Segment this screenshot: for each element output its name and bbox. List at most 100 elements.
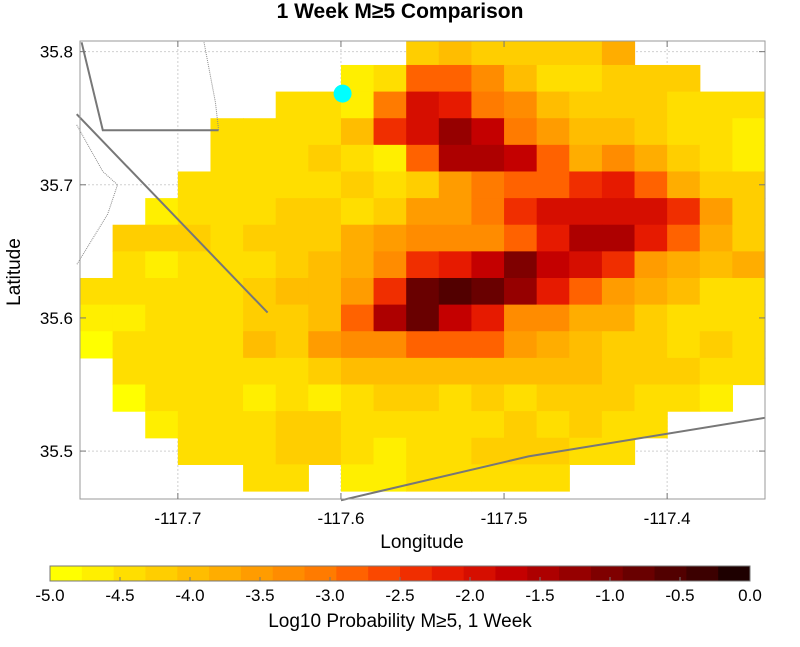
heatmap-cell — [177, 411, 212, 439]
heatmap-cell — [732, 198, 766, 226]
heatmap-cell — [80, 277, 114, 306]
heatmap-cell — [275, 91, 309, 119]
colorbar-tick-label: -4.0 — [175, 586, 204, 605]
heatmap-cell — [569, 171, 603, 199]
heatmap-cell — [243, 198, 277, 226]
heatmap-cell — [243, 171, 277, 199]
heatmap-cell — [177, 437, 212, 465]
heatmap-cell — [569, 411, 603, 439]
heatmap-cell — [210, 144, 244, 173]
heatmap-cell — [504, 41, 538, 66]
heatmap-cell — [471, 384, 505, 412]
heatmap-cell — [569, 144, 603, 173]
heatmap-cell — [243, 224, 277, 252]
colorbar-tick-label: 0.0 — [738, 586, 762, 605]
heatmap-cell — [601, 251, 636, 279]
heatmap-cell — [569, 41, 603, 66]
heatmap-cell — [275, 144, 309, 173]
heatmap-cell — [373, 464, 407, 492]
y-tick-label: 35.7 — [40, 176, 73, 195]
heatmap-cell — [471, 198, 505, 226]
heatmap-cell — [438, 304, 473, 332]
x-axis-label: Longitude — [380, 532, 463, 553]
heatmap-cell — [438, 331, 473, 359]
x-tick-label: -117.5 — [481, 509, 528, 528]
heatmap-cell — [569, 437, 603, 465]
heatmap-cell — [340, 331, 375, 359]
heatmap-cell — [438, 251, 473, 279]
heatmap-cell — [536, 464, 570, 492]
heatmap-cell — [243, 357, 277, 386]
heatmap-cell — [471, 411, 505, 439]
colorbar-segment — [240, 566, 274, 581]
heatmap-cell — [340, 171, 375, 199]
heatmap-cell — [406, 384, 440, 412]
heatmap-cell — [406, 198, 440, 226]
heatmap-cell — [699, 304, 733, 332]
colorbar-segment — [81, 566, 115, 581]
heatmap-cell — [373, 304, 407, 332]
x-tick-label: -117.7 — [154, 509, 201, 528]
heatmap-cell — [732, 331, 766, 359]
heatmap-cell — [275, 277, 309, 306]
colorbar-tick-label: -2.5 — [385, 586, 414, 605]
heatmap-cell — [504, 357, 538, 386]
heatmap-cell — [471, 144, 505, 173]
heatmap-cell — [275, 357, 309, 386]
colorbar-segment — [463, 566, 496, 581]
heatmap-cell — [243, 304, 277, 332]
heatmap-cell — [340, 411, 375, 439]
colorbar-segment — [336, 566, 369, 581]
heatmap-cell — [504, 464, 538, 492]
colorbar-segment — [590, 566, 624, 581]
heatmap-cell — [373, 251, 407, 279]
colorbar-tick-label: -4.5 — [105, 586, 134, 605]
event-marker — [333, 84, 352, 103]
heatmap-cell — [504, 331, 538, 359]
heatmap-cell — [601, 64, 636, 93]
heatmap-cell — [569, 198, 603, 226]
heatmap-cell — [243, 144, 277, 173]
heatmap-cell — [373, 437, 407, 465]
heatmap-cell — [504, 144, 538, 173]
heatmap-cell — [275, 198, 309, 226]
heatmap-cell — [275, 118, 309, 146]
heatmap-cell — [373, 331, 407, 359]
y-axis-label: Latitude — [4, 238, 25, 306]
heatmap-cell — [373, 91, 407, 119]
heatmap-cell — [438, 41, 473, 66]
heatmap-cell — [210, 411, 244, 439]
colorbar-ticks: -5.0 -4.5 -4.0 -3.5 -3.0 -2.5 -2.0 -1.5 -1.0 -0.5… — [35, 577, 762, 605]
colorbar-segment — [272, 566, 306, 581]
heatmap-cell — [177, 277, 212, 306]
heatmap-cell — [275, 224, 309, 252]
colorbar-segment — [527, 566, 560, 581]
heatmap-cell — [112, 384, 146, 412]
heatmap-cell — [308, 198, 342, 226]
heatmap-cell — [210, 171, 244, 199]
heatmap-cell — [601, 331, 636, 359]
colorbar — [49, 565, 751, 582]
heatmap-cell — [504, 411, 538, 439]
heatmap-cell — [634, 64, 668, 93]
heatmap-cell — [667, 144, 701, 173]
heatmap-cell — [667, 277, 701, 306]
fault-line — [203, 42, 220, 131]
heatmap-cell — [667, 304, 701, 332]
heatmap-cell — [634, 251, 668, 279]
heatmap-cell — [667, 357, 701, 386]
heatmap-cell — [438, 144, 473, 173]
heatmap-cell — [112, 331, 146, 359]
heatmap-cell — [275, 304, 309, 332]
y-tick-label: 35.8 — [40, 43, 73, 62]
heatmap-cell — [308, 171, 342, 199]
heatmap-cell — [406, 304, 440, 332]
heatmap-cell — [699, 144, 733, 173]
heatmap-cell — [145, 304, 179, 332]
heatmap-cell — [536, 277, 570, 306]
heatmap-cell — [536, 251, 570, 279]
heatmap-cell — [243, 118, 277, 146]
heatmap-cell — [471, 304, 505, 332]
heatmap-cell — [340, 198, 375, 226]
colorbar-segment — [209, 566, 242, 581]
